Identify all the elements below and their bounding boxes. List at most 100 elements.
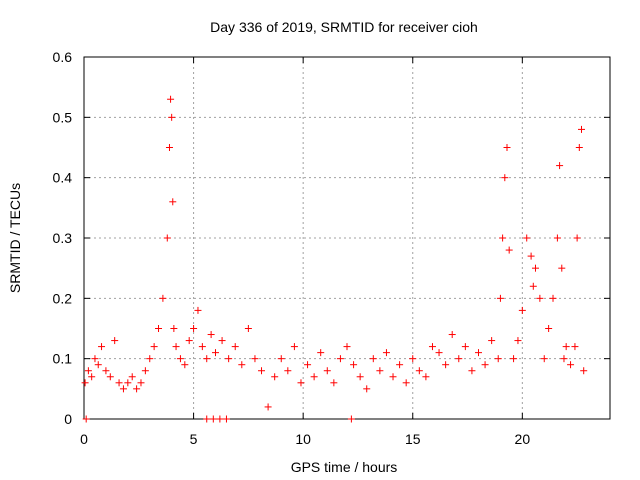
data-point — [297, 379, 305, 387]
data-point — [382, 349, 390, 357]
data-point — [91, 355, 99, 363]
data-point — [571, 343, 579, 351]
data-point — [369, 355, 377, 363]
data-point — [310, 373, 318, 381]
data-point — [575, 144, 583, 151]
data-point — [578, 125, 586, 133]
data-point — [106, 373, 114, 381]
y-tick-label: 0.3 — [53, 230, 73, 246]
data-point — [323, 367, 331, 375]
data-points — [81, 95, 588, 423]
data-point — [88, 373, 96, 381]
chart-title: Day 336 of 2019, SRMTID for receiver cio… — [210, 19, 478, 35]
data-point — [271, 373, 279, 381]
y-axis: 0 0.1 0.2 0.3 0.4 0.5 0.6 — [53, 49, 610, 427]
data-point — [503, 144, 511, 151]
data-point — [251, 355, 259, 363]
data-point — [124, 379, 132, 387]
data-point — [165, 144, 173, 151]
data-point — [409, 355, 417, 363]
data-point — [264, 403, 272, 411]
data-point — [133, 385, 141, 393]
data-point — [304, 361, 312, 369]
grid — [84, 57, 610, 419]
data-point — [258, 367, 266, 375]
data-point — [207, 331, 215, 339]
data-point — [190, 325, 198, 332]
data-point — [185, 337, 193, 345]
data-point — [461, 343, 469, 351]
data-point — [435, 349, 443, 357]
data-point — [529, 282, 537, 290]
data-point — [350, 361, 358, 369]
data-point — [218, 337, 226, 345]
data-point — [115, 379, 123, 387]
data-point — [415, 367, 423, 375]
data-point — [558, 264, 566, 272]
x-tick-label: 0 — [80, 431, 88, 447]
y-tick-label: 0.4 — [53, 170, 73, 186]
data-point — [146, 355, 154, 363]
data-point — [137, 379, 145, 387]
data-point — [203, 415, 211, 423]
data-point — [468, 367, 476, 375]
y-tick-label: 0.5 — [53, 109, 73, 125]
data-point — [536, 294, 544, 302]
y-tick-label: 0 — [64, 411, 72, 427]
data-point — [505, 246, 513, 254]
data-point — [163, 234, 171, 242]
data-point — [567, 361, 575, 369]
data-point — [514, 337, 522, 345]
data-point — [94, 361, 102, 369]
x-tick-label: 10 — [295, 431, 311, 447]
data-point — [222, 415, 230, 423]
data-point — [277, 355, 285, 363]
data-point — [553, 234, 561, 242]
x-tick-label: 5 — [190, 431, 198, 447]
data-point — [442, 361, 450, 369]
data-point — [376, 367, 384, 375]
data-point — [496, 294, 504, 302]
data-point — [347, 415, 355, 423]
data-point — [231, 343, 239, 351]
data-point — [244, 325, 252, 332]
data-point — [290, 343, 298, 351]
data-point — [560, 355, 568, 363]
data-point — [363, 385, 371, 393]
data-point — [402, 379, 410, 387]
data-point — [336, 355, 344, 363]
data-point — [155, 325, 163, 332]
data-point — [203, 355, 211, 363]
data-point — [448, 331, 456, 339]
data-point — [389, 373, 397, 381]
data-point — [169, 198, 177, 206]
data-point — [198, 343, 206, 351]
data-point — [556, 162, 564, 170]
data-point — [455, 355, 463, 363]
data-point — [128, 373, 136, 381]
data-point — [167, 95, 175, 103]
data-point — [343, 343, 351, 351]
data-point — [98, 343, 106, 351]
data-point — [481, 361, 489, 369]
data-point — [238, 361, 246, 369]
y-tick-label: 0.2 — [53, 290, 73, 306]
y-tick-label: 0.6 — [53, 49, 73, 65]
plot-frame — [83, 56, 611, 420]
data-point — [356, 373, 364, 381]
data-point — [488, 337, 496, 345]
y-axis-label: SRMTID / TECUs — [7, 183, 23, 293]
data-point — [141, 367, 149, 375]
data-point — [159, 294, 167, 302]
data-point — [150, 343, 158, 351]
data-point — [317, 349, 325, 357]
data-point — [545, 325, 553, 332]
data-point — [168, 113, 176, 121]
data-point — [540, 355, 548, 363]
data-point — [111, 337, 119, 345]
data-point — [527, 252, 535, 260]
data-point — [499, 234, 507, 242]
data-point — [209, 415, 217, 423]
data-point — [518, 306, 526, 314]
